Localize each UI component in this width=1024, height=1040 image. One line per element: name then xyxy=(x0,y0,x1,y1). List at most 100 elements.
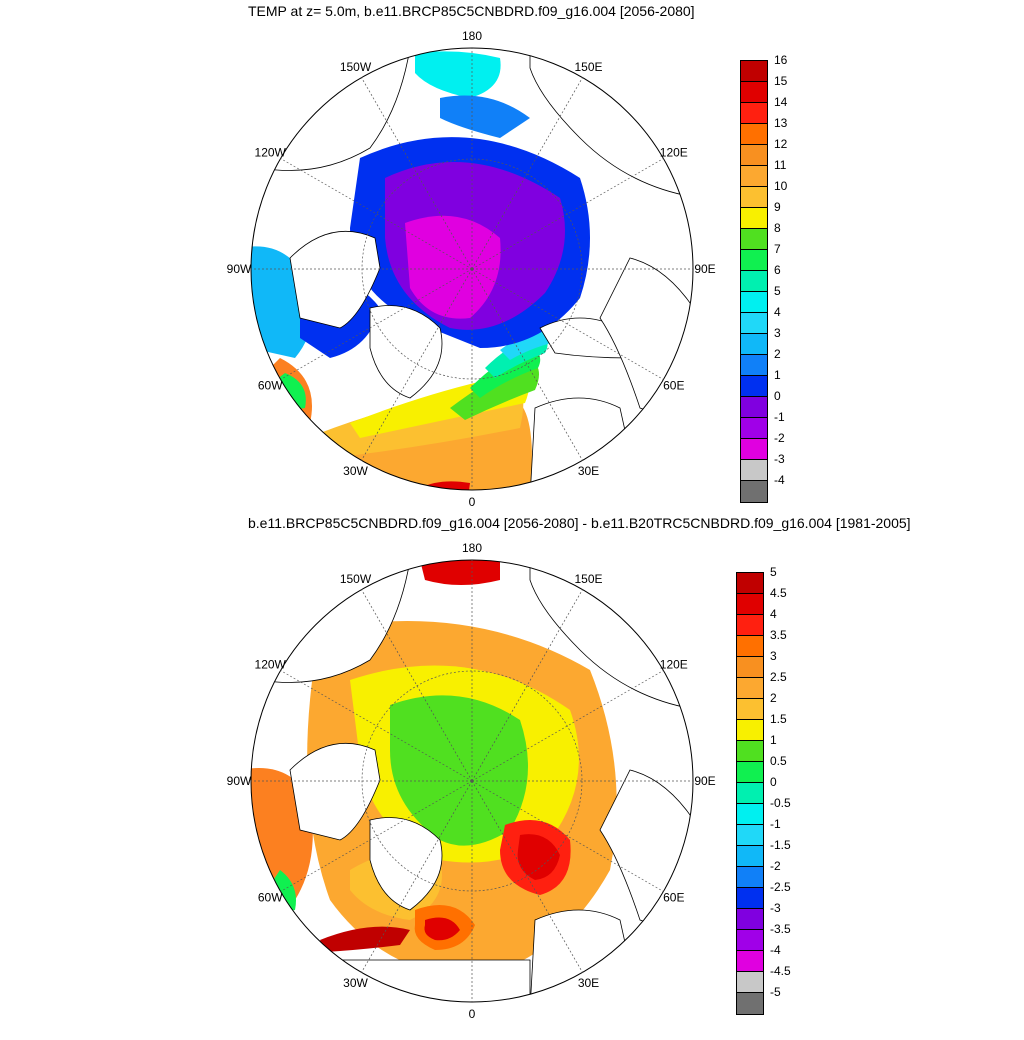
colorbar-tick-label: -1.5 xyxy=(770,838,791,852)
colorbar-tick-label: 1.5 xyxy=(770,712,787,726)
colorbar-swatch xyxy=(741,439,767,460)
colorbar-swatch xyxy=(737,783,763,804)
top-map-title: TEMP at z= 5.0m, b.e11.BRCP85C5CNBDRD.f0… xyxy=(248,3,695,19)
colorbar-swatch xyxy=(737,657,763,678)
bottom-map-meridians xyxy=(251,560,693,1002)
colorbar-swatch xyxy=(737,909,763,930)
colorbar-swatch xyxy=(737,972,763,993)
longitude-label: 60W xyxy=(258,891,283,905)
longitude-label: 90W xyxy=(227,774,252,788)
meridian-line xyxy=(471,670,664,782)
longitude-label: 90W xyxy=(227,262,252,276)
colorbar-tick-label: 4.5 xyxy=(770,586,787,600)
colorbar-swatch xyxy=(741,208,767,229)
meridian-line xyxy=(361,77,473,270)
colorbar-tick-label: 5 xyxy=(774,284,781,298)
colorbar-swatch xyxy=(741,229,767,250)
bottom-polar-map: 180 150E 120E 90E 60E 30E 0 30W 60W 90W 120W 150W xyxy=(227,541,716,1021)
colorbar-tick-label: 0 xyxy=(770,775,777,789)
colorbar-swatch xyxy=(741,334,767,355)
colorbar-tick-label: -4 xyxy=(774,473,785,487)
longitude-label: 150E xyxy=(574,60,602,74)
colorbar-swatch xyxy=(737,846,763,867)
longitude-label: 120E xyxy=(660,146,688,160)
colorbar-swatch xyxy=(741,292,767,313)
colorbar-tick-label: 0.5 xyxy=(770,754,787,768)
colorbar-swatch xyxy=(737,678,763,699)
colorbar-swatch xyxy=(741,481,767,502)
longitude-label: 90E xyxy=(694,774,715,788)
meridian-line xyxy=(280,780,473,892)
colorbar-tick-label: 4 xyxy=(770,607,777,621)
meridian-line xyxy=(361,268,473,461)
top-colorbar-swatches xyxy=(740,60,768,503)
colorbar-tick-label: 4 xyxy=(774,305,781,319)
longitude-label: 120W xyxy=(255,658,287,672)
longitude-label: 150W xyxy=(340,572,372,586)
colorbar-swatch xyxy=(737,888,763,909)
colorbar-tick-label: 5 xyxy=(770,565,777,579)
longitude-label: 150E xyxy=(574,572,602,586)
colorbar-swatch xyxy=(741,460,767,481)
meridian-line xyxy=(280,158,473,270)
longitude-label: 30W xyxy=(343,976,368,990)
colorbar-swatch xyxy=(741,418,767,439)
colorbar-swatch xyxy=(741,103,767,124)
meridian-line xyxy=(471,268,664,380)
top-map-fields xyxy=(251,48,693,490)
colorbar-swatch xyxy=(737,594,763,615)
colorbar-swatch xyxy=(741,166,767,187)
bottom-map-fields xyxy=(251,560,693,1002)
colorbar-swatch xyxy=(737,741,763,762)
colorbar-swatch xyxy=(737,636,763,657)
colorbar-tick-label: 1 xyxy=(774,368,781,382)
colorbar-tick-label: 7 xyxy=(774,242,781,256)
colorbar-tick-label: 8 xyxy=(774,221,781,235)
colorbar-tick-label: 9 xyxy=(774,200,781,214)
longitude-label: 30W xyxy=(343,464,368,478)
longitude-label: 30E xyxy=(578,464,599,478)
top-colorbar: 16 15 14 13 12 11 10 9 8 7 6 5 4 3 2 1 0 -1 -2 -3 -4 xyxy=(740,54,787,503)
longitude-label: 30E xyxy=(578,976,599,990)
colorbar-tick-label: -1 xyxy=(774,410,785,424)
meridian-line xyxy=(280,268,473,380)
colorbar-tick-label: 15 xyxy=(774,74,788,88)
longitude-label: 150W xyxy=(340,60,372,74)
colorbar-tick-label: -3 xyxy=(770,901,781,915)
meridian-line xyxy=(361,589,473,782)
colorbar-tick-label: -1 xyxy=(770,817,781,831)
top-map-meridians xyxy=(251,48,693,490)
colorbar-swatch xyxy=(741,397,767,418)
top-map-longitude-labels: 180 150E 120E 90E 60E 30E 0 30W 60W 90W 120W 150W xyxy=(227,29,716,509)
colorbar-tick-label: 10 xyxy=(774,179,788,193)
colorbar-swatch xyxy=(741,82,767,103)
colorbar-tick-label: -3 xyxy=(774,452,785,466)
meridian-line xyxy=(471,268,583,461)
colorbar-swatch xyxy=(737,951,763,972)
colorbar-swatch xyxy=(741,124,767,145)
bottom-colorbar-swatches xyxy=(736,572,764,1015)
colorbar-swatch xyxy=(737,930,763,951)
colorbar-tick-label: 13 xyxy=(774,116,788,130)
longitude-label: 120E xyxy=(660,658,688,672)
bottom-map-longitude-labels: 180 150E 120E 90E 60E 30E 0 30W 60W 90W 120W 150W xyxy=(227,541,716,1021)
colorbar-swatch xyxy=(741,61,767,82)
longitude-label: 60W xyxy=(258,379,283,393)
longitude-label: 180 xyxy=(462,29,482,43)
colorbar-swatch xyxy=(737,762,763,783)
colorbar-swatch xyxy=(741,355,767,376)
meridian-line xyxy=(280,670,473,782)
colorbar-swatch xyxy=(741,145,767,166)
colorbar-tick-label: -4.5 xyxy=(770,964,791,978)
bottom-map-title: b.e11.BRCP85C5CNBDRD.f09_g16.004 [2056-2… xyxy=(248,515,911,531)
colorbar-tick-label: 2 xyxy=(774,347,781,361)
longitude-label: 0 xyxy=(469,1007,476,1021)
longitude-label: 90E xyxy=(694,262,715,276)
colorbar-tick-label: 3 xyxy=(774,326,781,340)
colorbar-swatch xyxy=(741,313,767,334)
colorbar-swatch xyxy=(741,187,767,208)
colorbar-swatch xyxy=(737,993,763,1014)
colorbar-swatch xyxy=(737,615,763,636)
meridian-line xyxy=(361,780,473,973)
colorbar-swatch xyxy=(741,376,767,397)
